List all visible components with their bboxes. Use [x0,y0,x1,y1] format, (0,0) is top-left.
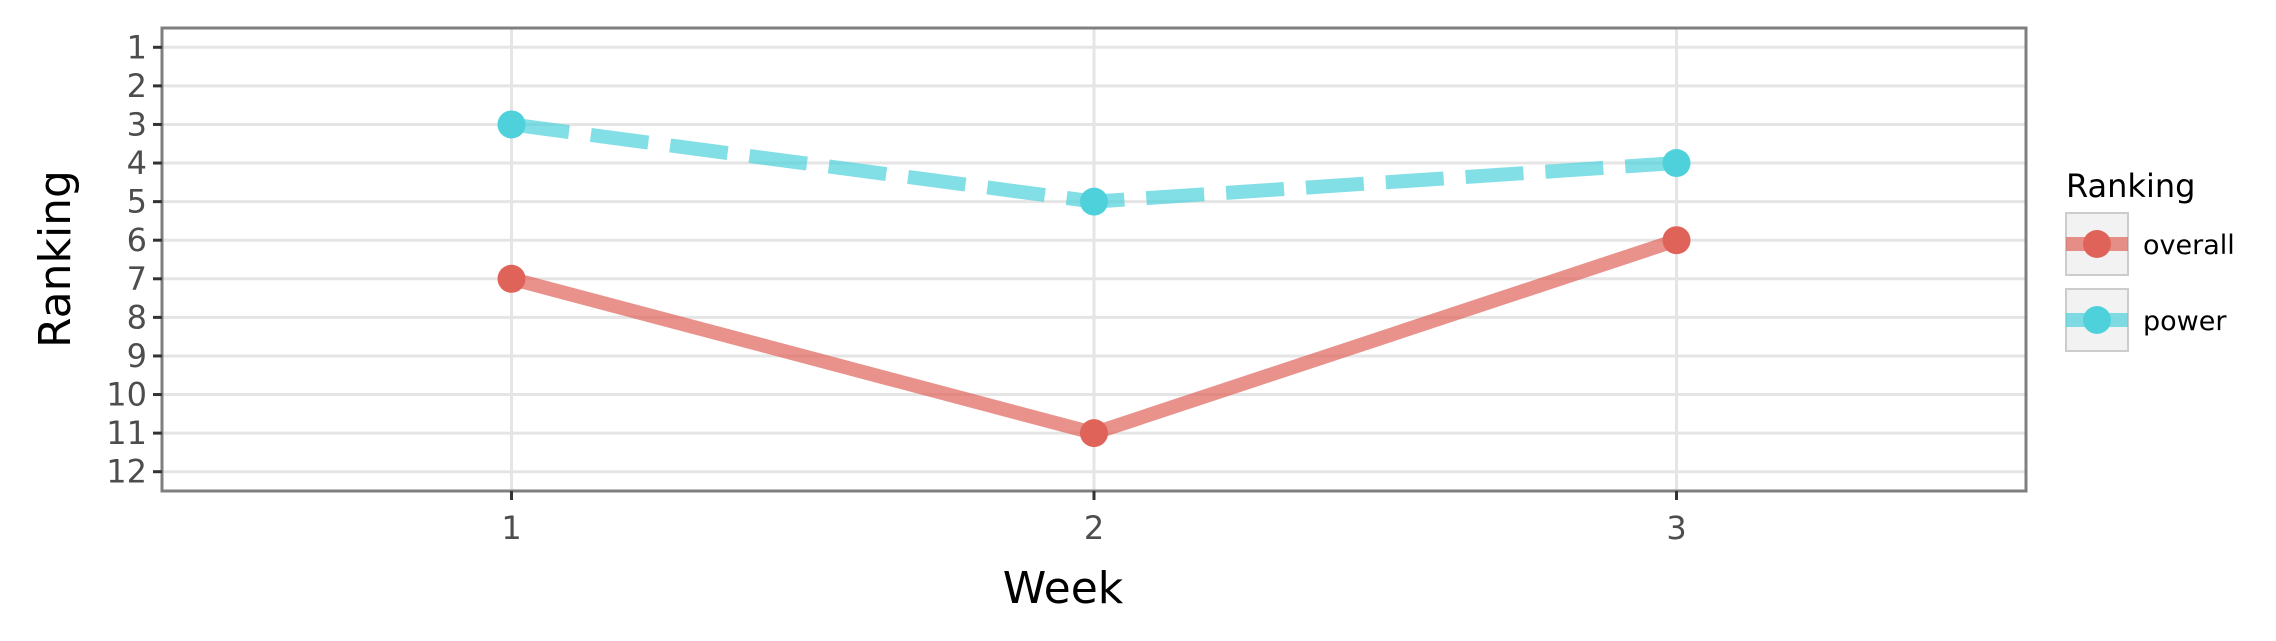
legend-key-point-power [2083,306,2111,334]
y-tick-label: 2 [127,67,147,105]
legend-title: Ranking [2066,167,2195,205]
x-tick-label: 3 [1666,509,1686,547]
x-tick-label: 1 [501,509,521,547]
y-tick-label: 11 [106,414,147,452]
y-tick-label: 9 [127,337,147,375]
y-tick-label: 4 [127,144,147,182]
legend-label-overall: overall [2143,230,2235,261]
y-tick-label: 7 [127,260,147,298]
legend-label-power: power [2143,306,2227,337]
data-point-overall [497,264,526,293]
y-axis-title: Ranking [30,170,81,348]
data-point-power [1662,149,1691,178]
legend: Ranking overall power [2065,167,2235,352]
y-tick-label: 10 [106,376,147,414]
y-tick-label: 3 [127,105,147,143]
legend-key-point-overall [2083,230,2111,258]
series-layer [497,110,1691,448]
data-point-power [497,110,526,139]
x-axis-title: Week [1003,563,1124,614]
x-tick-label: 2 [1084,509,1104,547]
y-tick-label: 5 [127,183,147,221]
y-tick-label: 6 [127,221,147,259]
data-point-overall [1662,226,1691,255]
y-tick-label: 1 [127,28,147,66]
y-tick-label: 8 [127,298,147,336]
data-point-power [1080,187,1108,216]
data-point-overall [1080,419,1108,448]
y-tick-label: 12 [106,453,147,491]
